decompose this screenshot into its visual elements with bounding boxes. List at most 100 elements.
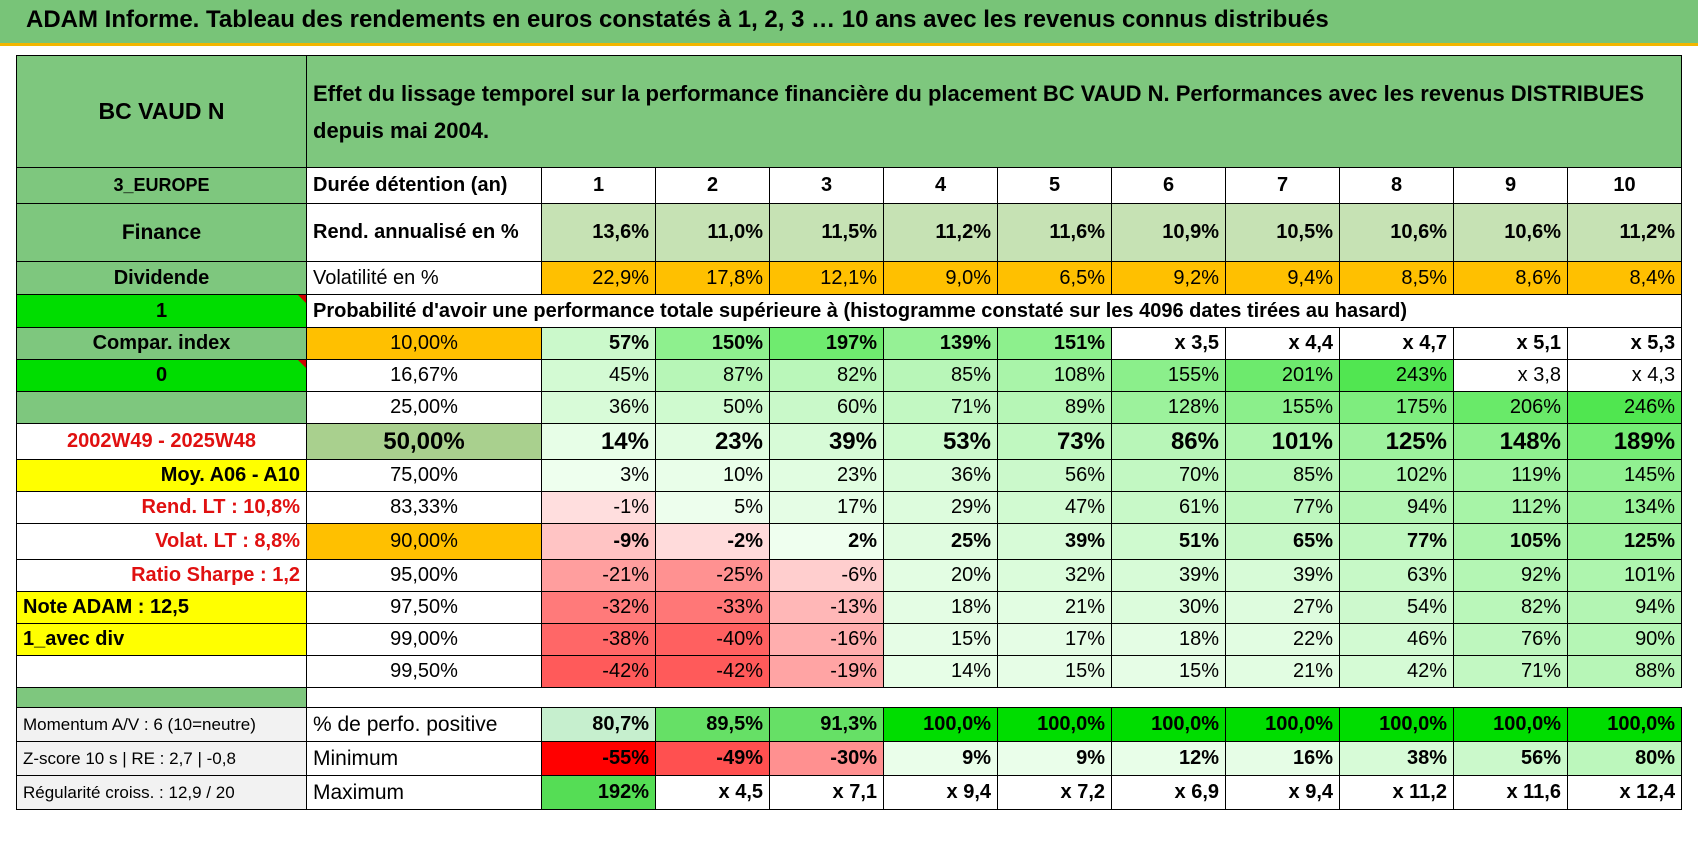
pct-pos-cell: 100,0% <box>1339 707 1454 742</box>
prob-value: 246% <box>1566 391 1683 424</box>
prob-value: -42% <box>655 655 770 688</box>
prob-threshold: 75,00% <box>306 459 542 492</box>
prob-value: 201% <box>1225 359 1340 392</box>
prob-threshold: 99,00% <box>306 623 542 656</box>
side-volat-lt: Volat. LT : 8,8% <box>16 523 307 560</box>
prob-value: 71% <box>1453 655 1568 688</box>
side-period: 2002W49 - 2025W48 <box>16 423 307 460</box>
prob-value: 90% <box>1566 623 1683 656</box>
prob-value: -32% <box>541 591 656 624</box>
prob-value: 70% <box>1111 459 1226 492</box>
prob-value: 89% <box>997 391 1112 424</box>
prob-value: 206% <box>1453 391 1568 424</box>
min-cell: 9% <box>883 741 998 776</box>
prob-value: -21% <box>541 559 656 592</box>
prob-value: 42% <box>1339 655 1454 688</box>
prob-value: 5% <box>655 491 770 524</box>
min-cell: 9% <box>997 741 1112 776</box>
separator-green <box>16 687 307 708</box>
prob-value: 56% <box>997 459 1112 492</box>
prob-value: 51% <box>1111 523 1226 560</box>
year-header: 9 <box>1453 167 1568 204</box>
rend-cell: 11,2% <box>1566 203 1683 262</box>
prob-threshold: 97,50% <box>306 591 542 624</box>
prob-value: 60% <box>769 391 884 424</box>
year-header: 6 <box>1111 167 1226 204</box>
prob-value: 29% <box>883 491 998 524</box>
year-header: 5 <box>997 167 1112 204</box>
rend-cell: 11,2% <box>883 203 998 262</box>
prob-value: 46% <box>1339 623 1454 656</box>
prob-value: 128% <box>1111 391 1226 424</box>
prob-value: 39% <box>769 423 884 460</box>
vol-cell: 9,0% <box>883 261 998 295</box>
prob-value: 15% <box>1111 655 1226 688</box>
prob-value: 119% <box>1453 459 1568 492</box>
side-zscore: Z-score 10 s | RE : 2,7 | -0,8 <box>16 741 307 776</box>
vol-cell: 17,8% <box>655 261 770 295</box>
prob-value: 65% <box>1225 523 1340 560</box>
min-cell: 80% <box>1566 741 1683 776</box>
rend-cell: 10,5% <box>1225 203 1340 262</box>
prob-value: -9% <box>541 523 656 560</box>
pct-pos-cell: 89,5% <box>655 707 770 742</box>
side-regularite: Régularité croiss. : 12,9 / 20 <box>16 775 307 810</box>
prob-threshold: 10,00% <box>306 327 542 360</box>
pct-pos-cell: 80,7% <box>541 707 656 742</box>
prob-value: -16% <box>769 623 884 656</box>
min-cell: -30% <box>769 741 884 776</box>
prob-value: 10% <box>655 459 770 492</box>
prob-value: 105% <box>1453 523 1568 560</box>
prob-value: 77% <box>1225 491 1340 524</box>
prob-threshold: 16,67% <box>306 359 542 392</box>
prob-value: 243% <box>1339 359 1454 392</box>
flag-one: 1 <box>16 294 307 328</box>
vol-cell: 22,9% <box>541 261 656 295</box>
prob-value: -33% <box>655 591 770 624</box>
prob-value: 155% <box>1225 391 1340 424</box>
prob-value: 73% <box>997 423 1112 460</box>
prob-threshold: 90,00% <box>306 523 542 560</box>
prob-value: 139% <box>883 327 998 360</box>
prob-value: 15% <box>883 623 998 656</box>
row-label-rend: Rend. annualisé en % <box>306 203 542 262</box>
prob-threshold: 50,00% <box>306 423 542 460</box>
prob-value: 17% <box>769 491 884 524</box>
prob-value: 15% <box>997 655 1112 688</box>
side-blank <box>16 655 307 688</box>
side-compar: Compar. index <box>16 327 307 360</box>
pct-pos-cell: 100,0% <box>997 707 1112 742</box>
max-cell: x 7,2 <box>997 775 1112 810</box>
prob-value: x 5,1 <box>1453 327 1568 360</box>
max-cell: x 7,1 <box>769 775 884 810</box>
max-cell: x 9,4 <box>883 775 998 810</box>
prob-value: 86% <box>1111 423 1226 460</box>
side-blank <box>16 391 307 424</box>
prob-value: 88% <box>1566 655 1683 688</box>
prob-value: -13% <box>769 591 884 624</box>
year-header: 3 <box>769 167 884 204</box>
prob-value: 45% <box>541 359 656 392</box>
prob-value: 21% <box>997 591 1112 624</box>
prob-value: 101% <box>1225 423 1340 460</box>
prob-value: 53% <box>883 423 998 460</box>
max-cell: x 4,5 <box>655 775 770 810</box>
report-title: ADAM Informe. Tableau des rendements en … <box>26 6 1329 33</box>
pct-pos-cell: 100,0% <box>883 707 998 742</box>
performance-table: BC VAUD N Effet du lissage temporel sur … <box>16 55 1683 810</box>
prob-value: 25% <box>883 523 998 560</box>
prob-value: 39% <box>1111 559 1226 592</box>
header-description: Effet du lissage temporel sur la perform… <box>305 55 1683 168</box>
prob-value: 57% <box>541 327 656 360</box>
prob-value: 32% <box>997 559 1112 592</box>
prob-value: 155% <box>1111 359 1226 392</box>
pct-pos-cell: 100,0% <box>1111 707 1226 742</box>
prob-value: 134% <box>1566 491 1683 524</box>
prob-value: 77% <box>1339 523 1454 560</box>
prob-value: 101% <box>1566 559 1683 592</box>
prob-value: 54% <box>1339 591 1454 624</box>
prob-threshold: 95,00% <box>306 559 542 592</box>
side-rend-lt: Rend. LT : 10,8% <box>16 491 307 524</box>
prob-value: 22% <box>1225 623 1340 656</box>
prob-threshold: 99,50% <box>306 655 542 688</box>
